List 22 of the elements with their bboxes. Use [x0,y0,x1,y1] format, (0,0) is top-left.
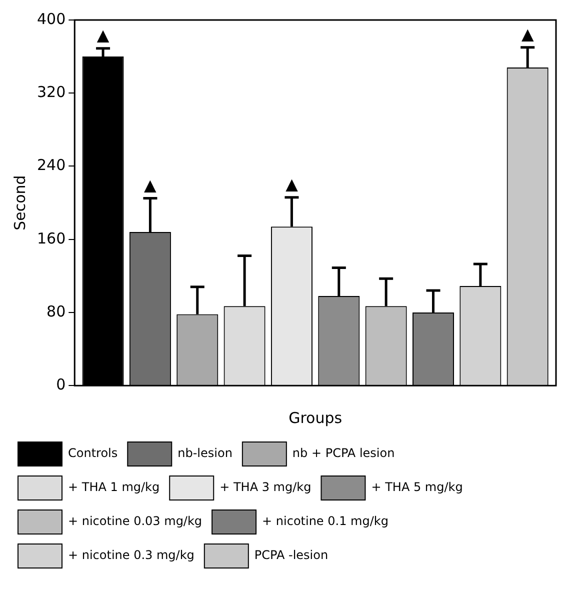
x-axis-title: Groups [288,408,342,427]
y-tick-label: 0 [56,375,66,394]
legend-label: + THA 1 mg/kg [68,480,160,494]
y-tick-label: 160 [36,229,66,248]
legend-label: + THA 3 mg/kg [220,480,312,494]
legend-label: PCPA -lesion [254,548,328,562]
y-tick-label: 320 [36,83,66,102]
data-label: ▲ [144,175,158,194]
legend-label: + THA 5 mg/kg [371,480,463,494]
y-tick-label: 80 [46,302,66,320]
legend-label: Controls [68,446,118,460]
legend-label: + nicotine 0.3 mg/kg [68,548,194,562]
y-tick-label: 240 [36,156,66,174]
y-tick-label: 400 [36,10,66,28]
legend-label: + nicotine 0.1 mg/kg [262,514,388,528]
legend-label: nb + PCPA lesion [292,446,395,460]
legend-label: + nicotine 0.03 mg/kg [68,514,202,528]
legend-label: nb-lesion [178,446,232,460]
data-label: ▲ [286,174,299,194]
data-label: ▲ [521,24,534,44]
data-label: ▲ [96,25,110,44]
y-axis-title: Second [10,175,29,230]
